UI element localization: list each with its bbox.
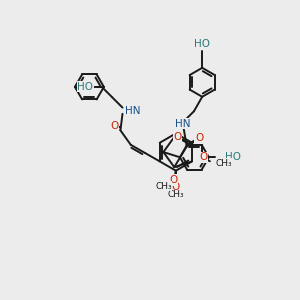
Text: O: O (170, 175, 178, 185)
Text: HN: HN (124, 106, 140, 116)
Text: O: O (110, 121, 118, 131)
Text: O: O (195, 133, 203, 143)
Text: HO: HO (225, 152, 242, 162)
Text: CH₃: CH₃ (215, 159, 232, 168)
Text: O: O (172, 182, 180, 192)
Text: CH₃: CH₃ (155, 182, 172, 191)
Text: HN: HN (175, 119, 191, 129)
Text: O: O (200, 152, 208, 162)
Text: HO: HO (77, 82, 93, 92)
Text: HO: HO (194, 39, 210, 49)
Text: CH₃: CH₃ (167, 190, 184, 199)
Text: O: O (173, 132, 181, 142)
